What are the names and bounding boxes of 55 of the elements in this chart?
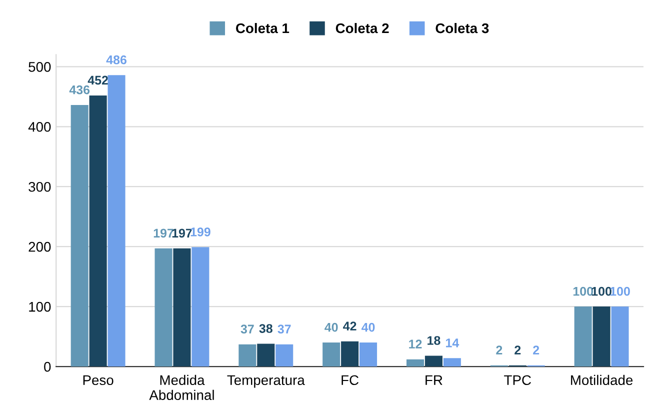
data-label: 486 (106, 55, 126, 64)
bar (592, 306, 610, 367)
y-tick-label: 0 (44, 362, 51, 372)
bar (70, 105, 88, 367)
legend-label: Coleta 2 (336, 22, 389, 34)
data-label: 100 (592, 286, 612, 296)
bar (341, 341, 359, 367)
data-label: 2 (514, 346, 521, 354)
bar (192, 247, 210, 367)
bar (173, 248, 191, 367)
data-label: 37 (278, 324, 291, 334)
data-label: 40 (362, 322, 375, 332)
y-tick-label: 100 (29, 302, 51, 312)
data-label: 12 (409, 340, 422, 348)
data-label: 199 (190, 228, 210, 236)
x-tick-label: FC (342, 375, 359, 386)
data-label: 452 (88, 76, 108, 85)
bar (276, 344, 294, 367)
x-tick-label: TPC (504, 375, 531, 386)
legend-label: Coleta 3 (436, 22, 489, 34)
y-tick-label: 500 (28, 62, 51, 72)
data-label: 100 (610, 286, 630, 296)
bar (406, 359, 424, 367)
data-label: 18 (428, 336, 440, 345)
y-tick-label: 300 (28, 182, 51, 192)
bar (238, 344, 256, 367)
data-label: 436 (69, 85, 90, 94)
bar (257, 344, 275, 367)
data-label: 38 (259, 324, 272, 333)
data-label: 42 (343, 322, 356, 330)
data-label: 40 (324, 322, 338, 332)
bar (89, 95, 107, 367)
bar (443, 358, 461, 367)
data-label: 37 (240, 324, 254, 334)
data-label: 100 (573, 286, 593, 296)
bar (611, 306, 629, 367)
x-tick-label: Motilidade (571, 374, 633, 386)
x-tick-label: FR (426, 375, 442, 385)
x-tick-label: Peso (83, 375, 114, 386)
bar (359, 342, 378, 367)
y-tick-label: 200 (28, 242, 51, 252)
data-label: 14 (446, 338, 460, 348)
data-label: 197 (154, 228, 174, 238)
bar (322, 342, 340, 367)
bar (574, 306, 592, 367)
bar (424, 356, 442, 367)
x-tick-label: Temperatura (227, 375, 305, 388)
x-tick-label: Medida Abdominal (149, 374, 214, 400)
data-label: 197 (172, 228, 192, 238)
bar (108, 75, 126, 367)
bar (154, 248, 172, 367)
data-label: 2 (496, 346, 502, 354)
y-tick-label: 400 (28, 122, 51, 132)
data-label: 2 (533, 346, 540, 354)
legend-label: Coleta 1 (236, 22, 290, 34)
